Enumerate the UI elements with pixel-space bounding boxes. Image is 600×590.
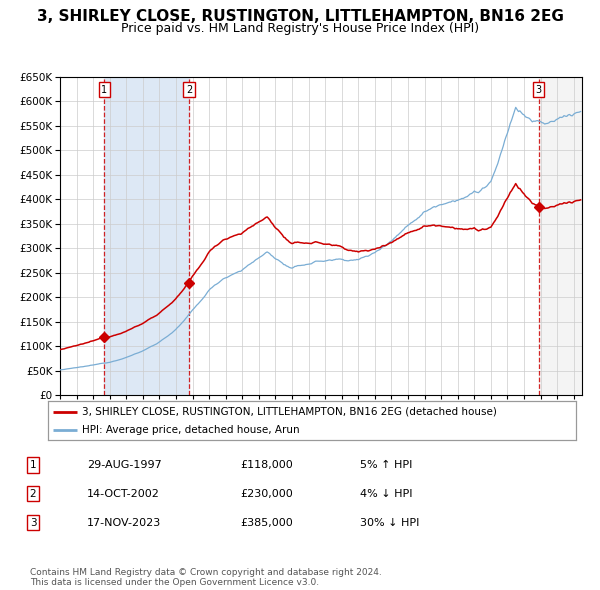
Text: 4% ↓ HPI: 4% ↓ HPI bbox=[360, 489, 413, 499]
Text: 14-OCT-2002: 14-OCT-2002 bbox=[87, 489, 160, 499]
Text: 1: 1 bbox=[101, 84, 107, 94]
Text: 29-AUG-1997: 29-AUG-1997 bbox=[87, 460, 162, 470]
Text: 3, SHIRLEY CLOSE, RUSTINGTON, LITTLEHAMPTON, BN16 2EG: 3, SHIRLEY CLOSE, RUSTINGTON, LITTLEHAMP… bbox=[37, 9, 563, 24]
Text: 30% ↓ HPI: 30% ↓ HPI bbox=[360, 518, 419, 527]
Text: 1: 1 bbox=[29, 460, 37, 470]
Text: 3, SHIRLEY CLOSE, RUSTINGTON, LITTLEHAMPTON, BN16 2EG (detached house): 3, SHIRLEY CLOSE, RUSTINGTON, LITTLEHAMP… bbox=[82, 407, 497, 417]
Text: £230,000: £230,000 bbox=[240, 489, 293, 499]
Text: 17-NOV-2023: 17-NOV-2023 bbox=[87, 518, 161, 527]
Text: 5% ↑ HPI: 5% ↑ HPI bbox=[360, 460, 412, 470]
Bar bbox=[104, 77, 189, 395]
Text: 3: 3 bbox=[535, 84, 542, 94]
Text: 3: 3 bbox=[29, 518, 37, 527]
Bar bbox=[539, 77, 582, 395]
Text: £385,000: £385,000 bbox=[240, 518, 293, 527]
Text: Contains HM Land Registry data © Crown copyright and database right 2024.
This d: Contains HM Land Registry data © Crown c… bbox=[30, 568, 382, 587]
Text: Price paid vs. HM Land Registry's House Price Index (HPI): Price paid vs. HM Land Registry's House … bbox=[121, 22, 479, 35]
Text: £118,000: £118,000 bbox=[240, 460, 293, 470]
Text: 2: 2 bbox=[29, 489, 37, 499]
Text: HPI: Average price, detached house, Arun: HPI: Average price, detached house, Arun bbox=[82, 425, 300, 435]
Text: 2: 2 bbox=[186, 84, 192, 94]
